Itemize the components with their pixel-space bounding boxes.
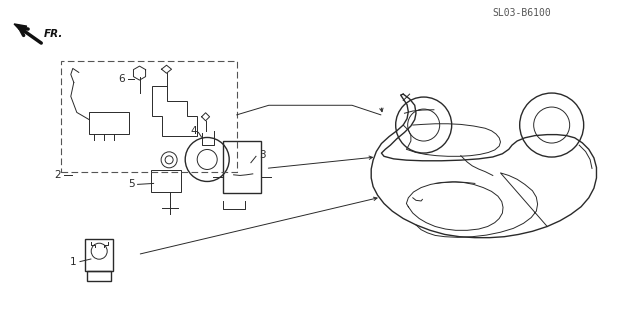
Bar [151, 170, 181, 192]
Text: 2: 2 [54, 170, 61, 180]
Text: 6: 6 [118, 74, 125, 84]
Bar [223, 141, 261, 194]
Text: FR.: FR. [44, 29, 63, 40]
Bar [87, 271, 111, 281]
Text: 5: 5 [128, 179, 134, 189]
Bar [85, 239, 113, 271]
Bar [61, 61, 237, 172]
Bar [89, 112, 129, 134]
Text: 3: 3 [259, 150, 266, 160]
Text: 4: 4 [190, 126, 196, 136]
Polygon shape [14, 24, 27, 29]
Text: 1: 1 [70, 256, 77, 267]
Text: SL03-B6100: SL03-B6100 [493, 8, 552, 18]
